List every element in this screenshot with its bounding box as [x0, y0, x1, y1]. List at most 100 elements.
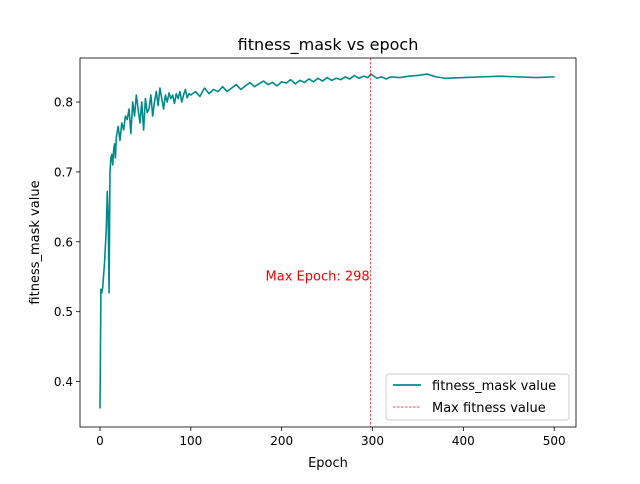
data-point	[141, 101, 143, 103]
data-point	[344, 76, 346, 78]
legend-label-max: Max fitness value	[432, 401, 546, 416]
data-point	[170, 97, 172, 100]
data-point	[188, 93, 190, 95]
data-point	[137, 108, 139, 110]
data-point	[111, 153, 113, 156]
data-point	[376, 77, 378, 79]
data-point	[132, 101, 134, 103]
data-point	[308, 78, 310, 80]
data-point	[408, 75, 410, 77]
y-tick-label: 0.8	[54, 96, 73, 110]
data-point	[435, 76, 437, 78]
data-point	[159, 87, 161, 89]
data-point	[175, 93, 177, 95]
data-point	[190, 94, 192, 96]
data-point	[358, 77, 360, 79]
data-point	[290, 79, 292, 81]
series-layer	[99, 58, 555, 427]
y-axis-label: fitness_mask value	[28, 180, 43, 304]
data-point	[161, 97, 163, 100]
data-point	[124, 115, 127, 117]
data-point	[399, 76, 401, 79]
data-point	[100, 288, 102, 290]
y-tick-label: 0.5	[54, 305, 73, 319]
data-point	[168, 92, 170, 94]
data-point	[303, 81, 305, 84]
data-point	[235, 83, 237, 86]
data-point	[135, 94, 137, 96]
data-point	[381, 76, 383, 78]
data-point	[164, 94, 166, 96]
data-point	[126, 118, 128, 121]
data-point	[535, 76, 537, 79]
data-point	[349, 78, 351, 80]
data-point	[130, 132, 132, 135]
data-point	[517, 76, 519, 78]
series-line-fitness	[99, 73, 555, 409]
y-axis-ticks: 0.4 0.5 0.6 0.7 0.8	[54, 96, 80, 389]
data-point	[222, 86, 224, 88]
data-point	[152, 115, 154, 117]
x-tick-label: 0	[96, 434, 104, 448]
data-point	[367, 76, 369, 79]
data-point	[317, 77, 319, 79]
data-point	[105, 227, 107, 229]
data-point	[181, 101, 183, 103]
data-point	[157, 104, 159, 107]
x-tick-label: 200	[270, 434, 293, 448]
data-point	[340, 79, 342, 81]
data-point	[119, 139, 121, 142]
data-point	[184, 88, 186, 91]
data-point	[112, 164, 114, 166]
data-point	[362, 75, 365, 77]
data-point	[99, 407, 101, 409]
data-point	[133, 115, 136, 117]
data-point	[113, 143, 116, 145]
data-point	[326, 76, 328, 79]
data-point	[115, 136, 117, 138]
data-point	[102, 286, 104, 288]
data-point	[148, 108, 150, 110]
data-point	[150, 94, 152, 96]
data-point	[312, 81, 315, 83]
data-point	[162, 108, 165, 110]
data-point	[106, 190, 108, 193]
max-epoch-annotation: Max Epoch: 298	[266, 270, 370, 285]
legend-box	[385, 373, 570, 421]
data-point	[262, 80, 265, 82]
data-point	[226, 90, 228, 93]
data-point	[426, 73, 428, 75]
data-point	[299, 79, 301, 81]
data-point	[385, 78, 387, 80]
data-point	[240, 88, 242, 91]
data-point	[114, 157, 117, 159]
x-axis-label: Epoch	[308, 456, 348, 471]
x-tick-label: 100	[179, 434, 202, 448]
data-point	[166, 101, 168, 103]
data-point	[186, 97, 188, 99]
x-tick-label: 300	[361, 434, 384, 448]
data-point	[128, 108, 130, 110]
data-point	[173, 102, 176, 105]
data-point	[121, 122, 123, 124]
data-point	[107, 213, 109, 215]
data-point	[267, 83, 269, 86]
data-point	[208, 93, 210, 95]
data-point	[172, 94, 174, 96]
y-tick-label: 0.4	[54, 375, 73, 389]
data-point	[335, 77, 337, 79]
data-point	[331, 79, 333, 81]
x-axis-ticks: 0 100 200 300 400 500	[96, 427, 566, 448]
data-point	[179, 90, 181, 93]
data-point	[390, 76, 392, 78]
data-point	[177, 97, 179, 100]
legend: fitness_mask value Max fitness value	[385, 373, 570, 421]
data-point	[480, 76, 483, 78]
data-point	[146, 111, 148, 114]
y-tick-label: 0.7	[54, 165, 73, 179]
data-point	[271, 81, 274, 84]
data-point	[117, 125, 119, 128]
legend-label-fitness: fitness_mask value	[432, 379, 556, 394]
data-point	[142, 129, 145, 131]
